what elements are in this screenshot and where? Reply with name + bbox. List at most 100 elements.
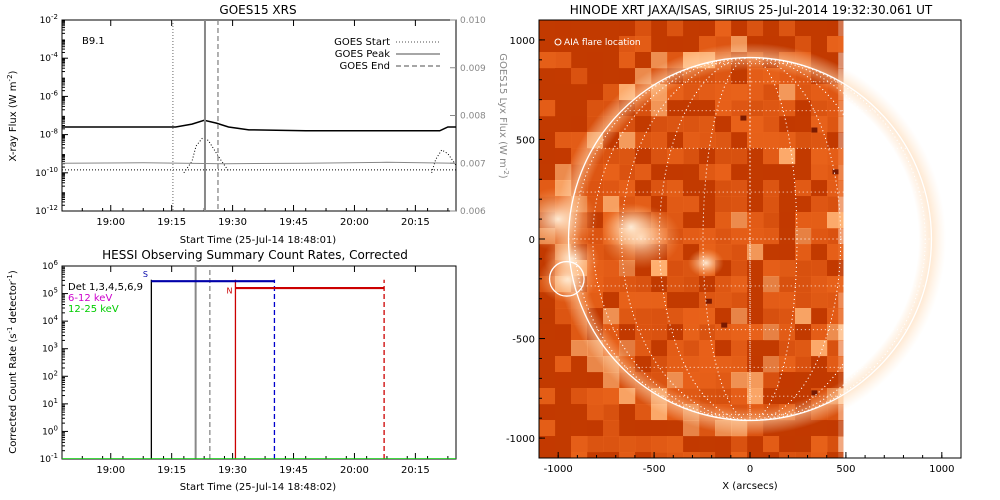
xrt-tile [635, 404, 652, 421]
xrt-tile [763, 436, 780, 453]
goes-annotation: B9.1 [82, 36, 105, 47]
xrt-tile [571, 340, 588, 357]
xrt-tile [827, 36, 844, 53]
xrt-tile [571, 388, 588, 405]
xrt-tile [827, 20, 844, 37]
xrt-tile [571, 116, 588, 133]
hessi-lines [150, 266, 385, 459]
xrt-y-tick-label: 1000 [510, 36, 535, 47]
xrt-tile [603, 436, 620, 453]
goes-x-tick-label: 19:30 [218, 217, 247, 228]
xrt-tile [811, 36, 828, 53]
xrt-tile [811, 420, 828, 437]
xrt-tile [699, 436, 716, 453]
xrt-tile [635, 452, 652, 458]
hessi-y-tick-label: 104 [42, 314, 58, 327]
dark-region [811, 127, 818, 133]
xrt-tile [651, 452, 668, 458]
xrt-tile [571, 100, 588, 117]
xrt-tile [555, 388, 572, 405]
xrt-tile [699, 452, 716, 458]
xrt-tile [795, 436, 812, 453]
xrt-tile [539, 452, 556, 458]
goes-x-label: Start Time (25-Jul-14 18:48:01) [180, 235, 337, 246]
xrt-tile [555, 132, 572, 149]
hessi-marker-N: N [226, 287, 232, 296]
xrt-tile [795, 36, 812, 53]
goes-title: GOES15 XRS [219, 3, 296, 17]
xrt-tile [587, 84, 604, 101]
xrt-tile [555, 420, 572, 437]
goes-legend-label: GOES Start [334, 37, 390, 48]
goes-x-tick-label: 19:15 [157, 217, 186, 228]
hessi-title: HESSI Observing Summary Count Rates, Cor… [102, 248, 408, 262]
xrt-tile [811, 20, 828, 37]
goes-y-tick-label: 10-4 [40, 51, 59, 64]
xrt-tile [539, 164, 556, 181]
xrt-tile [539, 132, 556, 149]
xrt-tile [555, 436, 572, 453]
xrt-tile [827, 436, 844, 453]
xrt-tile [635, 436, 652, 453]
xrt-tile [555, 356, 572, 373]
goes-y2-ticks: 0.006 0.007 0.008 0.009 0.010 [450, 16, 486, 217]
goes-y-tick-label: 10-6 [40, 89, 59, 102]
xrt-tile [715, 452, 732, 458]
xrt-tile [539, 20, 556, 37]
hessi-y-ticks: 10-1 100 101 102 103 104 105 106 [40, 259, 68, 465]
xrt-tile [603, 68, 620, 85]
goes-y-label: X-ray Flux (W m-2) [6, 70, 19, 161]
hessi-y-tick-label: 103 [42, 342, 58, 355]
xrt-tile [635, 52, 652, 69]
xrt-tile [779, 436, 796, 453]
xrt-tile [539, 356, 556, 373]
hessi-x-tick-label: 19:15 [157, 465, 186, 476]
hessi-y-tick-label: 102 [42, 369, 58, 382]
xrt-tile [555, 308, 572, 325]
xrt-tile [811, 452, 828, 458]
hessi-marker-S: S [143, 270, 148, 279]
xrt-y-tick-label: 0 [529, 235, 535, 246]
goes-y-ticks: 10-12 10-10 10-8 10-6 10-4 10-2 [35, 13, 68, 217]
xrt-tile [827, 420, 844, 437]
dark-region [721, 322, 728, 328]
xrt-tile [555, 36, 572, 53]
xrt-tile [571, 84, 588, 101]
longitude-line [592, 57, 908, 421]
xrt-tile [795, 452, 812, 458]
dark-region [832, 169, 839, 175]
xrt-x-tick-label: 0 [747, 464, 753, 475]
xrt-tile [539, 324, 556, 341]
hessi-x-label: Start Time (25-Jul-14 18:48:02) [180, 482, 337, 493]
xrt-tile [779, 452, 796, 458]
xrt-y-tick-label: -500 [512, 335, 535, 346]
xrt-tile [747, 452, 764, 458]
xrt-tile [555, 100, 572, 117]
goes-x-tick-label: 20:15 [401, 217, 430, 228]
xrt-tile [555, 68, 572, 85]
xrt-tile [667, 452, 684, 458]
xrt-tile [539, 388, 556, 405]
xrt-tile [683, 20, 700, 37]
goes-y-tick-label: 10-12 [35, 204, 58, 217]
xrt-x-label: X (arcsecs) [722, 481, 778, 492]
xrt-tile [619, 20, 636, 37]
hessi-y-tick-label: 101 [42, 397, 58, 410]
xrt-title: HINODE XRT JAXA/ISAS, SIRIUS 25-Jul-2014… [570, 3, 933, 17]
longitude-line [702, 57, 798, 421]
xrt-tile [731, 452, 748, 458]
goes-x-ticks: 19:00 19:15 19:30 19:45 20:00 20:15 [61, 20, 449, 228]
xrt-tile [731, 436, 748, 453]
goes-legend-label: GOES Peak [335, 49, 390, 60]
bright-region [687, 248, 724, 278]
xrt-tile [619, 68, 636, 85]
xrt-tile [715, 20, 732, 37]
xrt-tile [587, 452, 604, 458]
xrt-tile [587, 36, 604, 53]
xrt-tile [539, 308, 556, 325]
xrt-tile [667, 420, 684, 437]
hessi-x-tick-label: 19:45 [279, 465, 308, 476]
xrt-tile [571, 452, 588, 458]
xrt-tile [635, 20, 652, 37]
goes-y2-label: GOES15 Lyx Flux (W m-2) [497, 53, 510, 179]
